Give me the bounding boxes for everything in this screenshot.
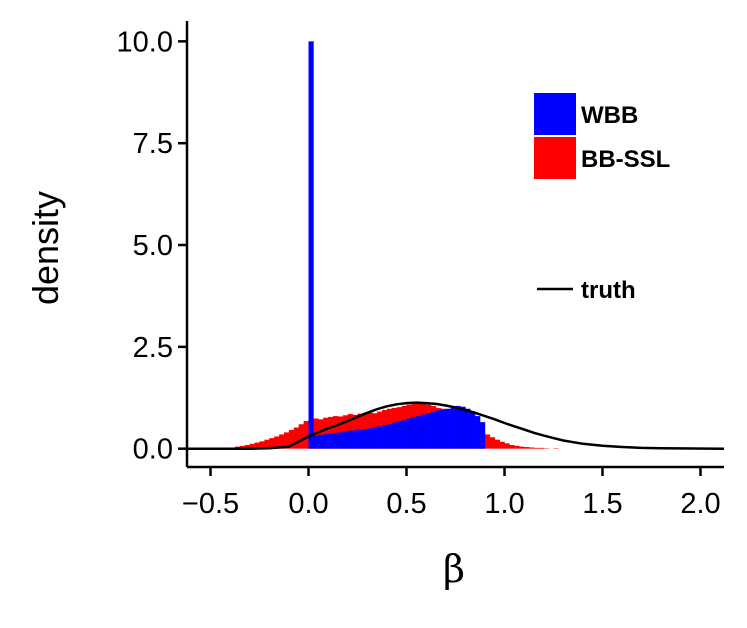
x-tick-label: 1.0 — [484, 488, 524, 520]
wbb-bar-17 — [391, 422, 398, 449]
wbb-bar-2 — [318, 434, 324, 449]
wbb-bar-15 — [382, 425, 388, 449]
bbssl-bar-22 — [328, 416, 334, 449]
legend-label-bb-ssl: BB-SSL — [581, 146, 670, 173]
wbb-bar-14 — [377, 426, 383, 449]
wbb-bar-11 — [362, 429, 368, 449]
wbb-bar-7 — [342, 431, 349, 449]
x-tick-label: 0.0 — [288, 488, 328, 520]
bbssl-bar-63 — [528, 447, 535, 449]
y-tick-label: 5.0 — [133, 230, 173, 262]
wbb-bar-3 — [323, 434, 329, 449]
bbssl-bar-4 — [239, 445, 246, 449]
y-axis-title: density — [25, 191, 66, 305]
legend-key-bb-ssl — [534, 137, 576, 179]
y-tick-label: 7.5 — [133, 128, 173, 160]
x-axis-title: β — [443, 547, 465, 591]
bbssl-bar-23 — [333, 416, 339, 449]
bbssl-bar-65 — [538, 447, 544, 449]
bbssl-bar-60 — [514, 445, 520, 449]
wbb-bar-23 — [421, 414, 427, 449]
legend-label-wbb: WBB — [581, 102, 638, 129]
bbssl-bar-11 — [274, 436, 280, 449]
x-tick-label: 0.5 — [386, 488, 426, 520]
wbb-bar-0 — [308, 41, 314, 449]
x-tick-label: 1.5 — [582, 488, 622, 520]
wbb-bar-33 — [470, 411, 476, 449]
wbb-bar-30 — [455, 405, 461, 449]
x-axis-ticks: −0.5 0.0 0.5 1.0 1.5 2.0 — [182, 467, 721, 520]
truth-density-curve — [187, 401, 725, 450]
legend-key-wbb — [534, 93, 576, 135]
axes — [185, 21, 724, 469]
y-tick-label: 10.0 — [117, 26, 173, 58]
x-tick-label: −0.5 — [182, 488, 239, 520]
wbb-bar-1 — [313, 435, 319, 449]
wbb-bar-28 — [445, 408, 451, 449]
wbb-bar-21 — [411, 416, 417, 449]
wbb-bar-16 — [386, 424, 393, 449]
wbb-bar-18 — [396, 421, 402, 449]
wbb-bar-35 — [479, 422, 486, 449]
wbb-bar-9 — [352, 430, 358, 449]
bbssl-bar-17 — [303, 420, 309, 449]
wbb-bar-10 — [357, 429, 363, 449]
wbb-bar-31 — [460, 406, 466, 449]
wbb-bar-4 — [328, 433, 334, 449]
bbssl-bar-59 — [509, 445, 515, 449]
x-tick-label: 2.0 — [680, 488, 720, 520]
legend-label-truth: truth — [581, 277, 636, 304]
y-tick-label: 2.5 — [133, 332, 173, 364]
wbb-bar-13 — [372, 427, 378, 449]
y-tick-label: 0.0 — [133, 434, 173, 466]
bbssl-bar-16 — [298, 424, 304, 449]
bbssl-bar-20 — [318, 419, 324, 449]
wbb-bar-32 — [465, 408, 471, 449]
bbssl-bar-9 — [264, 439, 270, 449]
wbb-bar-26 — [435, 410, 442, 449]
bbssl-bar-57 — [499, 441, 505, 449]
wbb-bar-29 — [450, 407, 456, 449]
bbssl-bar-15 — [293, 427, 300, 449]
wbb-bar-12 — [367, 428, 373, 449]
bbssl-bar-56 — [494, 439, 500, 449]
bbssl-bar-7 — [254, 442, 260, 449]
bbssl-bar-12 — [279, 434, 285, 449]
bbssl-bar-8 — [259, 441, 265, 449]
bbssl-bar-14 — [288, 429, 295, 449]
wbb-bar-20 — [406, 418, 412, 449]
y-axis-ticks: 0.0 2.5 5.0 7.5 10.0 — [117, 26, 187, 466]
wbb-bar-24 — [426, 413, 432, 449]
wbb-bar-27 — [440, 409, 447, 449]
legend: WBB BB-SSL truth — [534, 93, 670, 304]
wbb-bar-8 — [347, 430, 353, 449]
bbssl-bar-55 — [489, 437, 495, 449]
wbb-bar-19 — [401, 420, 407, 449]
bbssl-bar-61 — [519, 446, 525, 449]
bbssl-bar-6 — [249, 443, 255, 449]
wbb-bar-5 — [333, 433, 339, 449]
bbssl-bar-21 — [323, 417, 329, 449]
bbssl-bar-62 — [524, 447, 530, 449]
bbssl-bar-54 — [484, 434, 491, 449]
bbssl-bar-64 — [533, 447, 540, 449]
bbssl-bar-10 — [269, 438, 275, 449]
wbb-bar-6 — [337, 432, 344, 449]
wbb-bar-25 — [431, 412, 437, 449]
bbssl-bar-58 — [504, 443, 510, 449]
wbb-histogram-bars — [308, 41, 486, 449]
bbssl-bar-5 — [244, 445, 251, 449]
wbb-bar-22 — [416, 416, 422, 449]
wbb-bar-34 — [475, 416, 481, 449]
bbssl-bar-13 — [284, 432, 290, 449]
